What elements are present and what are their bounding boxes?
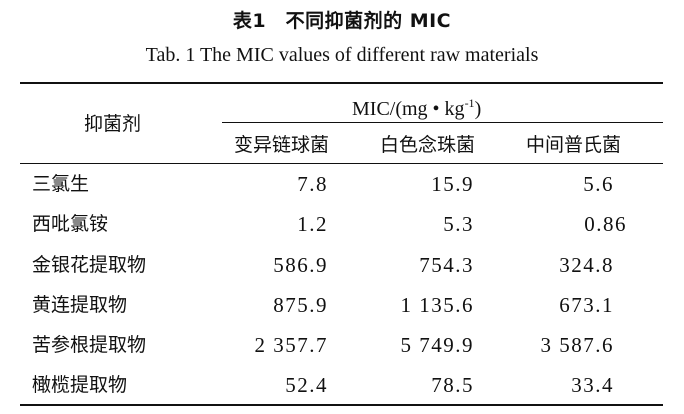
row-value: 5.6: [583, 172, 614, 196]
table-caption-en: Tab. 1 The MIC values of different raw m…: [145, 44, 539, 66]
row-value: 673.1: [559, 293, 614, 317]
row-name: 金银花提取物: [32, 254, 147, 276]
header-group-label: MIC/(mg • kg-1): [352, 96, 482, 120]
row-value: 324.8: [559, 253, 614, 277]
row-value: 52.4: [285, 373, 328, 397]
row-value: 5.3: [443, 212, 474, 236]
header-bottom-rule: [20, 163, 663, 164]
row-name: 苦参根提取物: [32, 334, 147, 356]
row-name: 西吡氯铵: [32, 213, 109, 235]
row-name: 黄连提取物: [32, 294, 128, 316]
row-value: 1.2: [297, 212, 328, 236]
row-value: 754.3: [419, 253, 474, 277]
row-value: 0.86: [584, 212, 627, 236]
bottom-rule: [20, 404, 663, 406]
row-value: 3 587.6: [540, 333, 614, 357]
row-value: 78.5: [431, 373, 474, 397]
group-header-rule: [222, 122, 663, 123]
top-rule: [20, 82, 663, 84]
row-value: 15.9: [431, 172, 474, 196]
row-value: 5 749.9: [400, 333, 474, 357]
header-row-label: 抑菌剂: [84, 113, 142, 135]
row-value: 1 135.6: [400, 293, 474, 317]
row-value: 33.4: [571, 373, 614, 397]
table-caption-cn: 表1 不同抑菌剂的 MIC: [232, 10, 452, 32]
row-name: 三氯生: [32, 173, 90, 195]
row-value: 2 357.7: [254, 333, 328, 357]
row-value: 875.9: [273, 293, 328, 317]
header-col-3: 中间普氏菌: [526, 134, 622, 156]
row-value: 586.9: [273, 253, 328, 277]
row-name: 橄榄提取物: [32, 374, 128, 396]
row-value: 7.8: [297, 172, 328, 196]
header-col-2: 白色念珠菌: [380, 134, 476, 156]
header-col-1: 变异链球菌: [234, 134, 330, 156]
